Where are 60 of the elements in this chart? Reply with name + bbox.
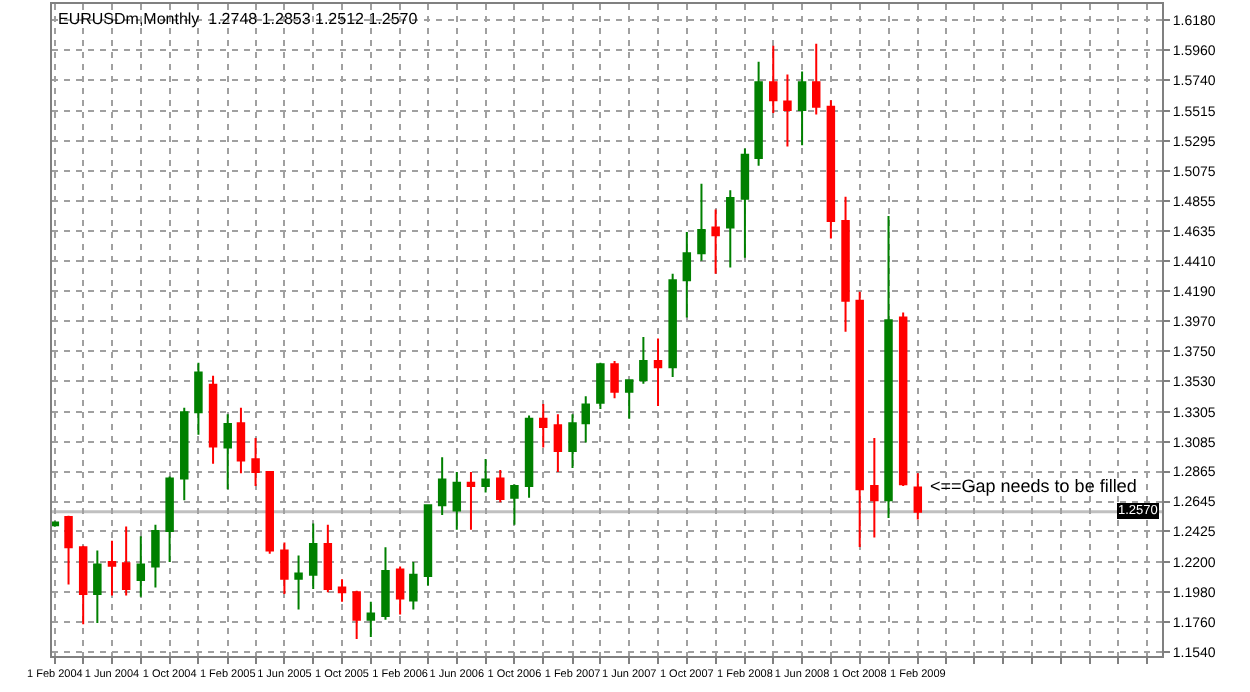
candlestick (639, 336, 648, 385)
candlestick (93, 549, 102, 625)
candlestick (294, 554, 303, 611)
candlestick (754, 60, 763, 167)
candlestick (121, 525, 131, 597)
candlestick (596, 361, 605, 411)
candlestick (423, 503, 433, 587)
candlestick (870, 436, 879, 539)
candlestick (539, 402, 548, 449)
candlestick (496, 469, 505, 504)
candlestick (553, 413, 563, 473)
candlestick (180, 406, 189, 502)
candlestick (437, 456, 447, 516)
candlestick (64, 514, 73, 586)
candlestick (682, 231, 692, 319)
candlestick (568, 413, 577, 470)
candlestick (251, 436, 260, 488)
candlestick (711, 208, 720, 275)
candlestick (381, 546, 390, 621)
candlestick (337, 578, 347, 603)
candlestick (395, 565, 405, 616)
candlestick (668, 272, 677, 378)
candlestick (352, 589, 361, 640)
candlestick (452, 470, 462, 531)
candlestick (826, 99, 836, 240)
candlestick (323, 523, 333, 594)
candlestick (740, 147, 750, 259)
candlestick (812, 42, 821, 116)
candlestick (280, 541, 289, 596)
candlestick (165, 475, 174, 563)
annotation: <==Gap needs to be filled (930, 476, 1137, 496)
candlestick (510, 483, 519, 526)
candlestick (726, 189, 735, 269)
chart-title: EURUSDm,Monthly 1.2748 1.2853 1.2512 1.2570 (58, 10, 419, 28)
candlestick (151, 523, 160, 589)
candlestick (409, 560, 418, 611)
candlestick (524, 414, 534, 499)
candlestick (610, 359, 619, 400)
candlestick (236, 406, 246, 475)
candlestick (769, 44, 778, 115)
candlestick (841, 195, 850, 333)
candlestick (208, 374, 218, 465)
candlestick (265, 469, 274, 555)
candlestick (194, 361, 203, 436)
candlestick (78, 544, 88, 626)
candlestick (481, 458, 490, 494)
candlestick (466, 470, 476, 531)
candlestick (308, 522, 318, 590)
candlestick (913, 472, 923, 521)
candlestick (581, 395, 590, 444)
candlestick (136, 535, 146, 598)
candlestick (797, 70, 807, 147)
candlestick (898, 311, 908, 488)
candlestick (366, 600, 376, 639)
candlestick (697, 182, 706, 262)
candlestick (653, 337, 663, 407)
candlestick (783, 73, 792, 148)
candlestick (223, 413, 232, 491)
candlestick (624, 378, 634, 420)
candlestick (107, 539, 117, 597)
